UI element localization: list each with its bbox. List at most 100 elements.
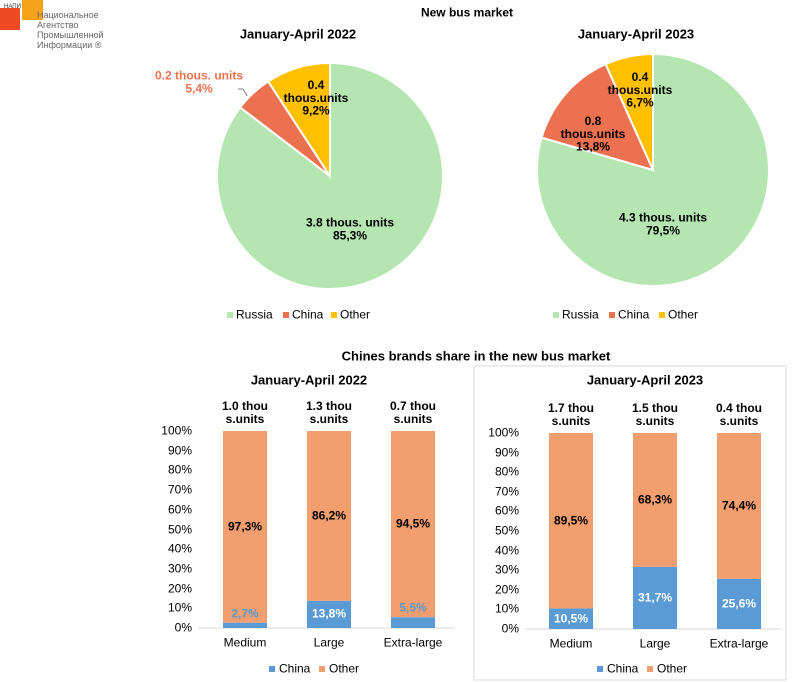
legend-label: China [292, 307, 324, 322]
legend-marker [283, 312, 289, 318]
slice-count-label: 0.4 thous.units [283, 78, 349, 105]
bar-segment [391, 431, 435, 618]
bar-value-label: 74,4% [721, 498, 757, 513]
y-tick-label: 50% [494, 523, 519, 538]
pie-slice [266, 61, 331, 180]
legend-label: Other [329, 661, 360, 676]
slice-count-label: 4.3 thous. units [618, 210, 707, 225]
legend-label: China [618, 307, 650, 322]
x-tick-label: Medium [223, 635, 267, 650]
section-title: Chines brands share in the new bus marke… [341, 348, 611, 364]
bar-segment [717, 433, 761, 579]
bar-segment [307, 600, 351, 628]
legend-marker [269, 666, 275, 672]
slice-value-label: 9,2% [302, 103, 330, 118]
legend-label: Russia [236, 307, 273, 322]
bar-segment [633, 566, 677, 629]
legend-label: Other [668, 307, 699, 322]
legend-label: Other [340, 307, 371, 322]
logo-mark [0, 8, 20, 30]
chart-title: January-April 2023 [586, 372, 704, 388]
slice-value-label: 79,5% [645, 223, 681, 237]
legend-marker [647, 666, 653, 672]
logo-abbr: НАПИ [4, 4, 21, 10]
x-tick-label: Extra-large [383, 635, 443, 650]
slice-value-label: 85,3% [332, 228, 368, 242]
y-tick-label: 100% [488, 425, 519, 440]
x-tick-label: Extra-large [709, 636, 769, 651]
y-tick-label: 90% [494, 445, 519, 460]
slice-count-label: 0.8 thous.units [560, 114, 626, 141]
bar-total-label: 1.5 thous.units [631, 401, 678, 428]
bar-value-label: 2,7% [231, 606, 259, 621]
logo-text: Промышленной [37, 30, 104, 40]
y-tick-label: 10% [494, 601, 519, 616]
bar-value-label: 97,3% [227, 519, 263, 534]
pie-slice [604, 52, 654, 171]
y-tick-label: 80% [494, 464, 519, 479]
bar-segment [549, 433, 593, 609]
chart-frame [473, 365, 787, 681]
bar-segment [717, 578, 761, 629]
legend-marker [609, 312, 615, 318]
bar-segment [223, 431, 267, 623]
y-tick-label: 0% [501, 621, 519, 636]
bar-segment [391, 617, 435, 628]
chart-title: January-April 2022 [239, 26, 357, 42]
legend-label: China [279, 661, 311, 676]
logo-mark [22, 0, 43, 20]
bar-value-label: 86,2% [311, 508, 347, 523]
chart-title: January-April 2023 [577, 26, 695, 42]
bar-value-label: 10,5% [553, 611, 589, 626]
slice-value-label: 6,7% [626, 95, 654, 110]
logo-text: Национальное [37, 10, 99, 20]
y-tick-label: 40% [167, 541, 192, 556]
bar-total-label: 1.0 thous.units [221, 399, 268, 426]
bar-value-label: 89,5% [553, 513, 589, 528]
bar-total-label: 0.7 thous.units [389, 399, 436, 426]
slice-value-label: 5,4% [185, 81, 213, 95]
x-tick-label: Large [639, 636, 671, 651]
chart-title: January-April 2022 [250, 372, 368, 388]
legend-marker [597, 666, 603, 672]
bar-segment [307, 431, 351, 601]
bar-value-label: 94,5% [395, 516, 431, 531]
legend-label: Russia [562, 307, 599, 322]
bar-segment [549, 608, 593, 629]
bar-value-label: 25,6% [721, 596, 757, 611]
y-tick-label: 30% [167, 561, 192, 576]
legend-marker [319, 666, 325, 672]
pie-slice [540, 62, 655, 172]
bar-segment [223, 622, 267, 628]
logo-text: Агентство [37, 20, 79, 30]
y-tick-label: 70% [494, 484, 519, 499]
y-tick-label: 100% [161, 423, 192, 438]
legend-marker [659, 312, 665, 318]
slice-count-label: 3.8 thous. units [305, 215, 394, 230]
y-tick-label: 70% [167, 482, 192, 497]
bar-value-label: 13,8% [311, 606, 347, 621]
y-tick-label: 80% [167, 462, 192, 477]
legend-marker [553, 312, 559, 318]
y-tick-label: 10% [167, 600, 192, 615]
legend-marker [331, 312, 337, 318]
y-tick-label: 20% [167, 581, 192, 596]
y-tick-label: 40% [494, 543, 519, 558]
legend-label: China [607, 661, 639, 676]
y-tick-label: 20% [494, 582, 519, 597]
y-tick-label: 50% [167, 522, 192, 536]
y-tick-label: 0% [174, 620, 192, 635]
bar-total-label: 0.4 thous.units [715, 401, 762, 428]
bar-value-label: 31,7% [637, 590, 673, 605]
y-tick-label: 30% [494, 562, 519, 577]
bar-segment [633, 433, 677, 567]
bar-total-label: 1.3 thous.units [305, 399, 352, 426]
legend-label: Other [657, 661, 688, 676]
x-tick-label: Medium [549, 636, 593, 651]
section-title: New bus market [420, 5, 514, 20]
legend-marker [227, 312, 233, 318]
y-tick-label: 60% [167, 502, 192, 517]
slice-count-label: 0.2 thous. units [154, 68, 243, 83]
